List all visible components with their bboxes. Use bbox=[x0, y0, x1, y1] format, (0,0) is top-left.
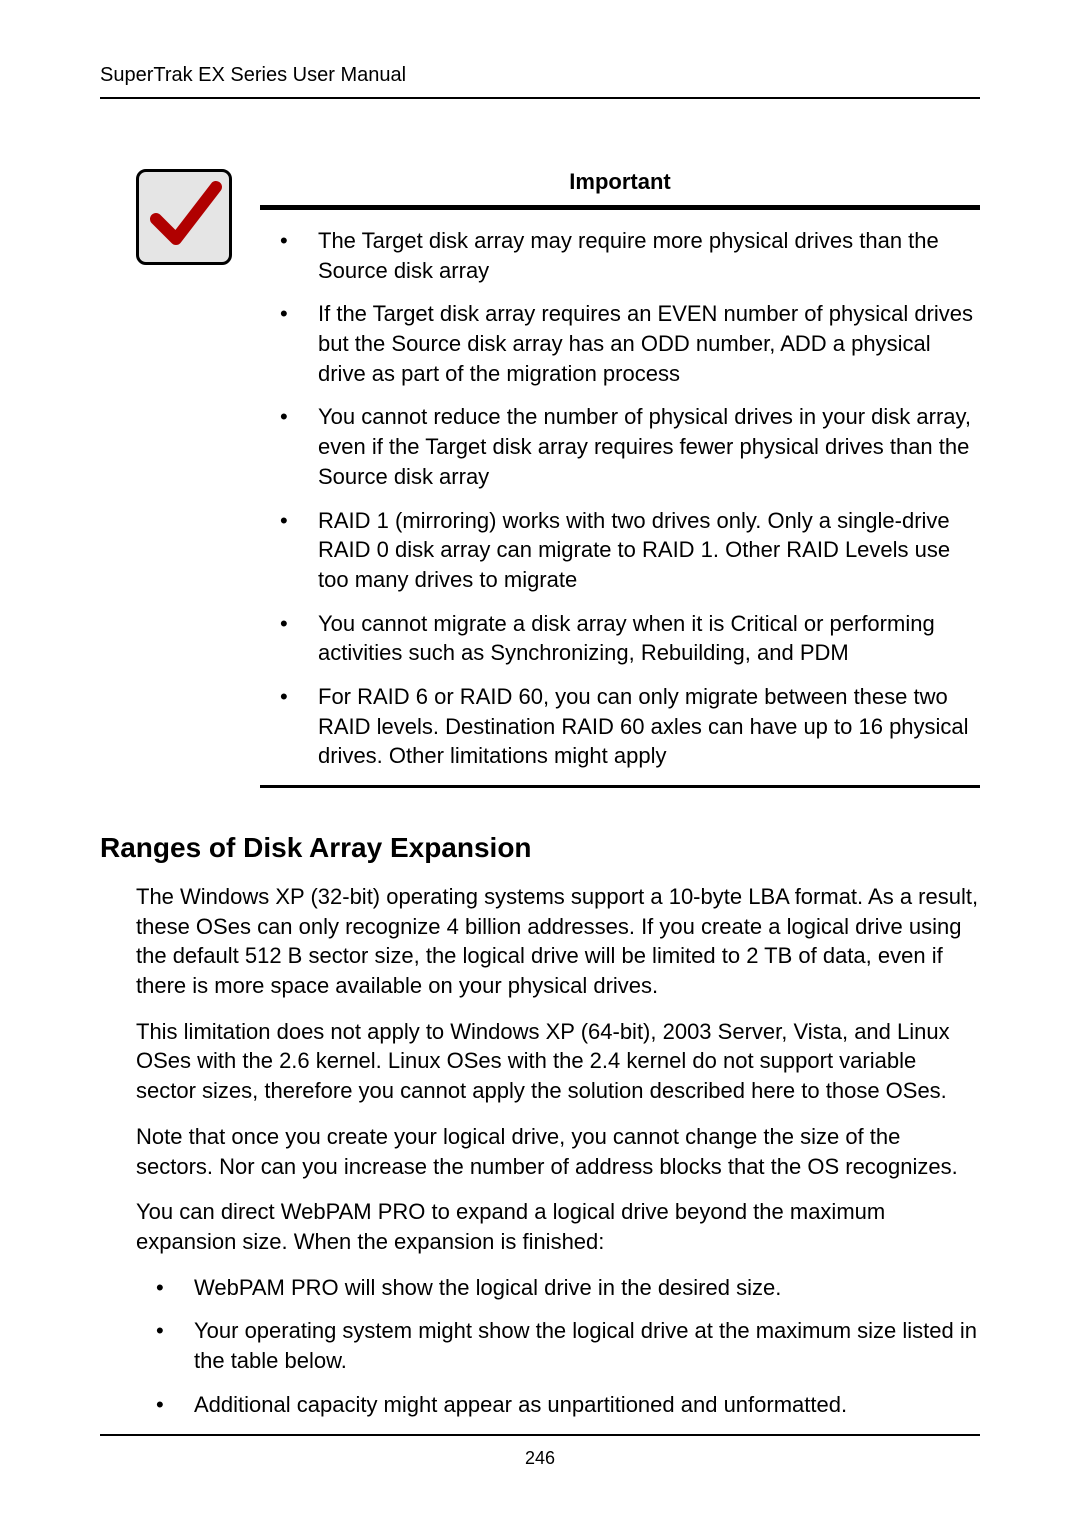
body-paragraph: This limitation does not apply to Window… bbox=[136, 1017, 980, 1106]
section-heading: Ranges of Disk Array Expansion bbox=[100, 832, 980, 864]
callout-item: RAID 1 (mirroring) works with two drives… bbox=[260, 506, 980, 595]
callout-item: The Target disk array may require more p… bbox=[260, 226, 980, 285]
callout-item: You cannot reduce the number of physical… bbox=[260, 402, 980, 491]
checkmark-icon bbox=[136, 169, 232, 265]
callout-title: Important bbox=[260, 169, 980, 195]
page-number: 246 bbox=[100, 1448, 980, 1469]
callout-top-divider bbox=[260, 205, 980, 210]
body-list-item: Additional capacity might appear as unpa… bbox=[136, 1390, 980, 1420]
callout-list: The Target disk array may require more p… bbox=[260, 226, 980, 771]
body-list-item: Your operating system might show the log… bbox=[136, 1316, 980, 1375]
callout-bottom-divider bbox=[260, 785, 980, 788]
document-page: SuperTrak EX Series User Manual Importan… bbox=[0, 0, 1080, 1529]
body-paragraph: The Windows XP (32-bit) operating system… bbox=[136, 882, 980, 1001]
important-callout: Important The Target disk array may requ… bbox=[136, 169, 980, 788]
running-header: SuperTrak EX Series User Manual bbox=[100, 64, 980, 87]
callout-item: You cannot migrate a disk array when it … bbox=[260, 609, 980, 668]
footer-divider bbox=[100, 1434, 980, 1436]
body-list: WebPAM PRO will show the logical drive i… bbox=[136, 1273, 980, 1420]
page-footer: 246 bbox=[100, 1434, 980, 1469]
body-paragraph: You can direct WebPAM PRO to expand a lo… bbox=[136, 1197, 980, 1256]
header-divider bbox=[100, 97, 980, 99]
body-list-item: WebPAM PRO will show the logical drive i… bbox=[136, 1273, 980, 1303]
callout-item: For RAID 6 or RAID 60, you can only migr… bbox=[260, 682, 980, 771]
body-paragraph: Note that once you create your logical d… bbox=[136, 1122, 980, 1181]
callout-body: Important The Target disk array may requ… bbox=[260, 169, 980, 788]
callout-item: If the Target disk array requires an EVE… bbox=[260, 299, 980, 388]
